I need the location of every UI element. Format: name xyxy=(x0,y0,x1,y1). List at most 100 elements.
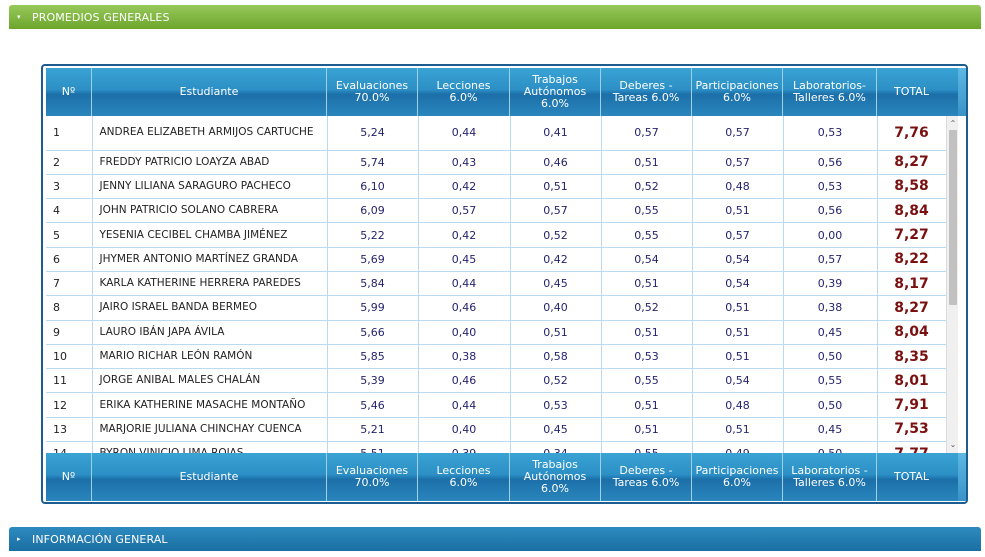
cell-deb: 0,57 xyxy=(601,116,693,151)
cell-eval: 5,99 xyxy=(327,295,419,321)
scroll-up-icon[interactable]: ⌃ xyxy=(949,119,957,128)
cell-lab: 0,55 xyxy=(783,368,878,394)
grid-body[interactable]: 1 ANDREA ELIZABETH ARMIJOS CARTUCHE 5,24 0,… xyxy=(46,116,946,453)
cell-part: 0,51 xyxy=(692,417,784,443)
informacion-general-header[interactable]: ▸ INFORMACIÓN GENERAL xyxy=(9,527,981,551)
cell-trab: 0,53 xyxy=(510,392,602,418)
cell-total: 8,17 xyxy=(877,271,946,297)
cell-part: 0,51 xyxy=(692,344,784,370)
cell-lecc: 0,40 xyxy=(418,417,511,443)
expanded-arrow-icon: ▾ xyxy=(17,13,21,21)
cell-trab: 0,52 xyxy=(510,368,602,394)
cell-deb: 0,54 xyxy=(601,247,693,272)
cell-num: 6 xyxy=(46,247,93,272)
footer-col-lab: Laboratorios - Talleres 6.0% xyxy=(783,453,877,501)
cell-name: ANDREA ELIZABETH ARMIJOS CARTUCHE xyxy=(92,116,328,151)
cell-deb: 0,51 xyxy=(601,417,693,443)
cell-total: 8,84 xyxy=(877,198,946,224)
table-row[interactable]: 2 FREDDY PATRICIO LOAYZA ABAD 5,74 0,43 0,46… xyxy=(46,150,946,175)
table-row[interactable]: 12 ERIKA KATHERINE MASACHE MONTAÑO 5,46 0,4… xyxy=(46,392,946,418)
cell-part: 0,54 xyxy=(692,271,784,297)
cell-lab: 0,50 xyxy=(783,392,878,418)
cell-deb: 0,55 xyxy=(601,368,693,394)
scroll-thumb[interactable] xyxy=(949,130,957,305)
cell-lab: 0,56 xyxy=(783,150,878,175)
cell-eval: 6,10 xyxy=(327,174,419,200)
table-row[interactable]: 7 KARLA KATHERINE HERRERA PAREDES 5,84 0,44… xyxy=(46,271,946,297)
table-row[interactable]: 3 JENNY LILIANA SARAGURO PACHECO 6,10 0,42 0… xyxy=(46,174,946,200)
table-row[interactable]: 11 JORGE ANIBAL MALES CHALÁN 5,39 0,46 0,52 0… xyxy=(46,368,946,394)
cell-eval: 5,51 xyxy=(327,441,419,453)
table-row[interactable]: 4 JOHN PATRICIO SOLANO CABRERA 6,09 0,57 0,5… xyxy=(46,198,946,224)
cell-lecc: 0,39 xyxy=(418,441,511,453)
promedios-generales-title: PROMEDIOS GENERALES xyxy=(32,10,170,24)
cell-num: 13 xyxy=(46,417,93,443)
cell-deb: 0,52 xyxy=(601,295,693,321)
cell-deb: 0,51 xyxy=(601,320,693,345)
table-row[interactable]: 10 MARIO RICHAR LEÓN RAMÓN 5,85 0,38 0,58 0,5… xyxy=(46,344,946,370)
cell-trab: 0,51 xyxy=(510,320,602,345)
table-row[interactable]: 1 ANDREA ELIZABETH ARMIJOS CARTUCHE 5,24 0,… xyxy=(46,116,946,151)
cell-num: 12 xyxy=(46,392,93,418)
header-col-trab: Trabajos Autónomos 6.0% xyxy=(510,68,601,116)
cell-lecc: 0,42 xyxy=(418,222,511,248)
cell-deb: 0,52 xyxy=(601,174,693,200)
scroll-down-icon[interactable]: ⌄ xyxy=(949,440,957,449)
header-col-num: Nº xyxy=(46,68,92,116)
cell-trab: 0,45 xyxy=(510,417,602,443)
cell-name: JORGE ANIBAL MALES CHALÁN xyxy=(92,368,328,394)
cell-num: 14 xyxy=(46,441,93,453)
cell-deb: 0,55 xyxy=(601,441,693,453)
table-row[interactable]: 8 JAIRO ISRAEL BANDA BERMEO 5,99 0,46 0,40 0,… xyxy=(46,295,946,321)
cell-part: 0,57 xyxy=(692,116,784,151)
cell-num: 11 xyxy=(46,368,93,394)
cell-num: 1 xyxy=(46,116,93,151)
cell-lecc: 0,44 xyxy=(418,116,511,151)
vertical-scrollbar[interactable]: ⌃ ⌄ xyxy=(946,116,958,453)
cell-lab: 0,53 xyxy=(783,116,878,151)
cell-name: JAIRO ISRAEL BANDA BERMEO xyxy=(92,295,328,321)
cell-total: 8,35 xyxy=(877,344,946,370)
cell-name: LAURO IBÁN JAPA ÁVILA xyxy=(92,320,328,345)
cell-name: FREDDY PATRICIO LOAYZA ABAD xyxy=(92,150,328,175)
table-row[interactable]: 13 MARJORIE JULIANA CHINCHAY CUENCA 5,21 0,… xyxy=(46,417,946,443)
cell-trab: 0,40 xyxy=(510,295,602,321)
cell-part: 0,51 xyxy=(692,320,784,345)
cell-num: 2 xyxy=(46,150,93,175)
promedios-generales-header[interactable]: ▾ PROMEDIOS GENERALES xyxy=(9,5,981,29)
cell-name: JOHN PATRICIO SOLANO CABRERA xyxy=(92,198,328,224)
cell-eval: 5,39 xyxy=(327,368,419,394)
table-row[interactable]: 6 JHYMER ANTONIO MARTÍNEZ GRANDA 5,69 0,45 0… xyxy=(46,247,946,272)
table-row[interactable]: 14BYRON VINICIO LIMA ROJAS5,510,390,340,… xyxy=(46,441,946,453)
cell-lab: 0,45 xyxy=(783,417,878,443)
cell-total: 7,27 xyxy=(877,222,946,248)
cell-eval: 5,84 xyxy=(327,271,419,297)
cell-eval: 5,24 xyxy=(327,116,419,151)
cell-name: MARIO RICHAR LEÓN RAMÓN xyxy=(92,344,328,370)
cell-num: 10 xyxy=(46,344,93,370)
footer-col-eval: Evaluaciones 70.0% xyxy=(327,453,418,501)
footer-col-part: Participaciones 6.0% xyxy=(692,453,783,501)
cell-eval: 5,69 xyxy=(327,247,419,272)
cell-lecc: 0,43 xyxy=(418,150,511,175)
cell-total: 7,91 xyxy=(877,392,946,418)
cell-trab: 0,58 xyxy=(510,344,602,370)
cell-deb: 0,51 xyxy=(601,150,693,175)
cell-trab: 0,41 xyxy=(510,116,602,151)
cell-lecc: 0,38 xyxy=(418,344,511,370)
cell-total: 7,53 xyxy=(877,417,946,443)
cell-trab: 0,34 xyxy=(510,441,602,453)
cell-part: 0,48 xyxy=(692,392,784,418)
table-row[interactable]: 5 YESENIA CECIBEL CHAMBA JIMÉNEZ 5,22 0,42 0… xyxy=(46,222,946,248)
cell-lab: 0,57 xyxy=(783,247,878,272)
cell-lecc: 0,40 xyxy=(418,320,511,345)
table-row[interactable]: 9 LAURO IBÁN JAPA ÁVILA 5,66 0,40 0,51 0,51 0,… xyxy=(46,320,946,345)
cell-trab: 0,51 xyxy=(510,174,602,200)
header-col-eval: Evaluaciones 70.0% xyxy=(327,68,418,116)
cell-part: 0,57 xyxy=(692,222,784,248)
header-col-total: TOTAL xyxy=(894,85,929,98)
cell-lab: 0,53 xyxy=(783,174,878,200)
footer-col-total: TOTAL xyxy=(894,470,929,483)
collapsed-arrow-icon: ▸ xyxy=(17,535,21,543)
cell-part: 0,57 xyxy=(692,150,784,175)
